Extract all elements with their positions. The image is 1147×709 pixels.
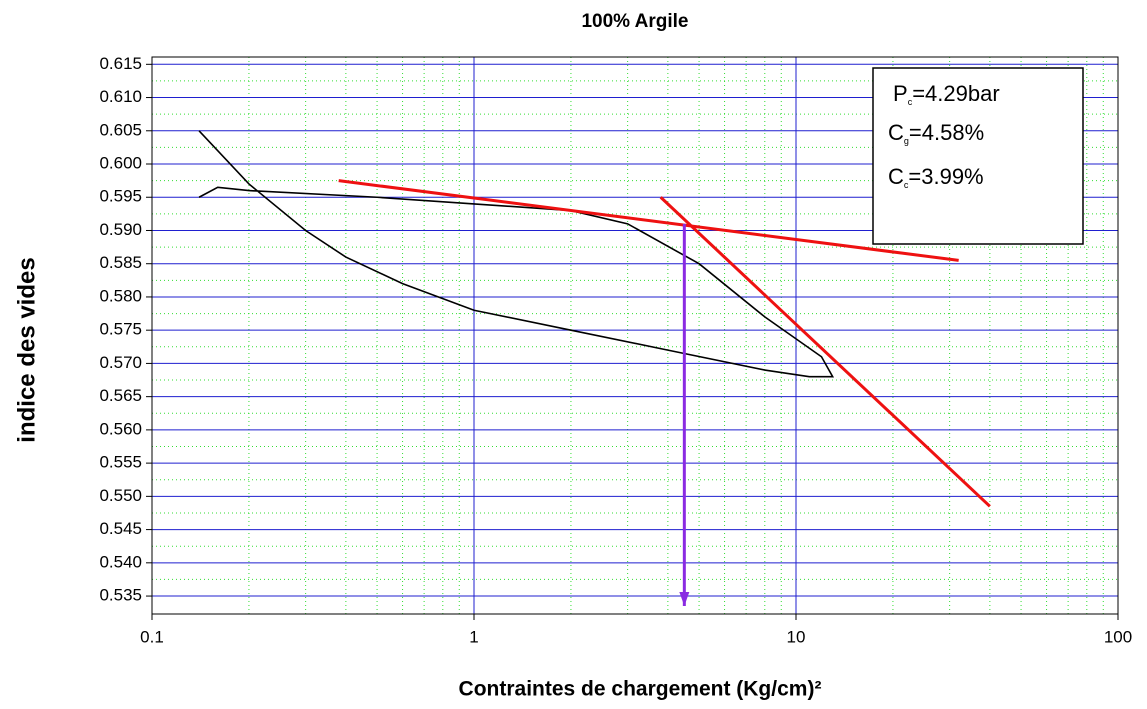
y-axis-label: indice des vides: [13, 257, 40, 442]
y-tick-label: 0.550: [99, 486, 142, 505]
y-tick-label: 0.540: [99, 552, 142, 571]
x-tick-label: 0.1: [140, 627, 164, 646]
y-tick-label: 0.590: [99, 220, 142, 239]
y-tick-label: 0.555: [99, 453, 142, 472]
annotation-box: [872, 67, 1084, 245]
y-tick-label: 0.600: [99, 153, 142, 172]
chart-title: 100% Argile: [581, 11, 688, 32]
y-tick-label: 0.580: [99, 286, 142, 305]
annotation-text: Pc=4.29bar: [893, 81, 1000, 108]
annotation-text: Cg=4.58%: [888, 120, 984, 147]
annotation-symbol: C: [888, 120, 904, 145]
y-tick-label: 0.565: [99, 386, 142, 405]
series-line: [338, 179, 959, 262]
x-tick-label: 100: [1104, 627, 1132, 646]
annotation-subscript: c: [908, 97, 913, 107]
annotation-text: Cc=3.99%: [888, 164, 984, 191]
x-tick-label: 10: [787, 627, 806, 646]
annotation-subscript: g: [904, 136, 909, 146]
y-tick-label: 0.605: [99, 120, 142, 139]
y-tick-label: 0.575: [99, 320, 142, 339]
plot-frame: [151, 56, 1119, 615]
y-tick-label: 0.595: [99, 187, 142, 206]
y-tick-label: 0.535: [99, 586, 142, 605]
series-line: [198, 130, 835, 378]
y-tick-label: 0.585: [99, 253, 142, 272]
y-tick-label: 0.545: [99, 519, 142, 538]
series-line: [659, 196, 991, 508]
annotation-symbol: C: [888, 164, 904, 189]
y-tick-label: 0.615: [99, 54, 142, 73]
annotation-value: =3.99%: [908, 164, 983, 189]
annotation-subscript: c: [904, 180, 909, 190]
arrow-head: [679, 592, 690, 607]
y-tick-label: 0.560: [99, 419, 142, 438]
annotation-symbol: P: [893, 81, 908, 106]
x-axis-label: Contraintes de chargement (Kg/cm)²: [459, 678, 822, 701]
annotation-value: =4.29bar: [912, 81, 999, 106]
y-tick-label: 0.570: [99, 353, 142, 372]
annotation-value: =4.58%: [909, 120, 984, 145]
x-tick-label: 1: [469, 627, 478, 646]
y-tick-label: 0.610: [99, 87, 142, 106]
